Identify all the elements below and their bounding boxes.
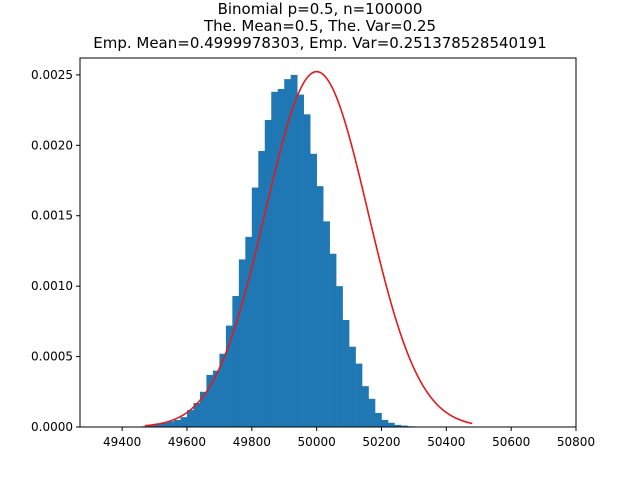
- histogram-bar: [161, 422, 168, 427]
- x-tick-label: 49400: [103, 435, 141, 449]
- y-tick-label: 0.0025: [31, 68, 73, 82]
- histogram-bar: [245, 236, 253, 427]
- y-tick-label: 0.0015: [31, 209, 73, 223]
- histogram-bar: [199, 391, 207, 427]
- x-tick-label: 50000: [298, 435, 336, 449]
- histogram-bar: [394, 424, 402, 427]
- y-tick-label: 0.0020: [31, 138, 73, 152]
- density-curve: [144, 70, 473, 427]
- x-tick-label: 50800: [557, 435, 595, 449]
- axes-frame: [79, 57, 577, 428]
- histogram-bar: [251, 187, 259, 427]
- histogram-bar: [258, 150, 266, 427]
- histogram-bar: [387, 422, 395, 427]
- x-tick-label: 50400: [427, 435, 465, 449]
- y-tick-label: 0.0010: [31, 279, 73, 293]
- histogram-bar: [277, 88, 285, 427]
- histogram-bar: [232, 296, 240, 427]
- histogram-bar: [375, 412, 382, 427]
- histogram-bar: [316, 186, 324, 427]
- histogram-bar: [297, 94, 304, 428]
- histogram-bar: [368, 398, 376, 427]
- histogram-bar: [342, 319, 350, 427]
- x-tick-label: 49800: [233, 435, 271, 449]
- histogram-bar: [310, 153, 317, 427]
- histogram-bar: [180, 417, 188, 427]
- histogram-bar: [154, 424, 162, 427]
- chart-title-line-2: The. Mean=0.5, The. Var=0.25: [203, 17, 437, 35]
- x-tick-label: 49600: [168, 435, 206, 449]
- histogram-bar: [212, 370, 220, 427]
- histogram-bar: [323, 221, 330, 427]
- histogram-bar: [329, 253, 337, 427]
- histogram-bars: [141, 74, 415, 428]
- y-axis: 0.0000 0.0005 0.0010 0.0015 0.0020 0.0025: [31, 68, 80, 434]
- y-tick-label: 0.0005: [31, 350, 73, 364]
- histogram-bar: [186, 410, 194, 427]
- histogram-bar: [284, 79, 292, 428]
- histogram-bar: [264, 119, 272, 427]
- x-tick-label: 50600: [492, 435, 530, 449]
- histogram-bar: [206, 374, 214, 427]
- histogram-bar: [303, 114, 311, 427]
- histogram-bar: [219, 353, 227, 427]
- x-axis: 49400 49600 49800 50000 50200 50400 50600 50800: [103, 427, 595, 449]
- histogram-bar: [355, 363, 363, 427]
- histogram-bar: [349, 346, 356, 427]
- histogram-bar: [400, 425, 408, 427]
- chart-title-line-1: Binomial p=0.5, n=100000: [217, 0, 423, 18]
- histogram-bar: [167, 421, 175, 427]
- histogram-bar: [381, 419, 389, 427]
- y-tick-label: 0.0000: [31, 420, 73, 434]
- chart-title-line-3: Emp. Mean=0.4999978303, Emp. Var=0.25137…: [93, 34, 547, 52]
- histogram-bar: [290, 74, 298, 428]
- histogram-bar: [225, 325, 233, 427]
- histogram-bar: [148, 425, 155, 427]
- histogram-bar: [271, 91, 279, 428]
- histogram-bar: [336, 286, 343, 427]
- histogram-bar: [362, 386, 369, 427]
- x-tick-label: 50200: [362, 435, 400, 449]
- histogram-bar: [193, 403, 201, 427]
- histogram-bar: [238, 259, 246, 427]
- histogram-bar: [174, 419, 181, 427]
